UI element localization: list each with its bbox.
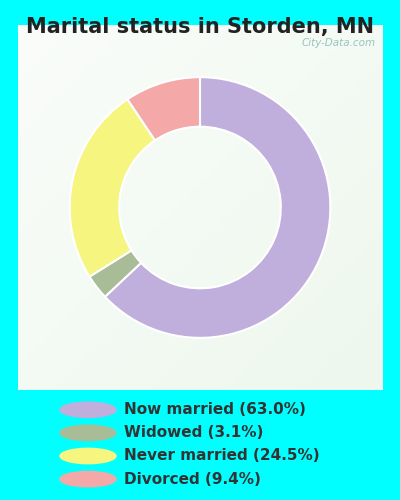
Wedge shape [128, 77, 200, 140]
Text: Widowed (3.1%): Widowed (3.1%) [124, 426, 263, 440]
Circle shape [60, 425, 116, 440]
Text: City-Data.com: City-Data.com [302, 38, 376, 48]
Wedge shape [70, 99, 155, 276]
Wedge shape [105, 77, 330, 338]
Circle shape [60, 448, 116, 464]
Wedge shape [90, 250, 141, 296]
Text: Marital status in Storden, MN: Marital status in Storden, MN [26, 18, 374, 38]
Text: Never married (24.5%): Never married (24.5%) [124, 448, 320, 464]
Circle shape [60, 402, 116, 417]
Text: Now married (63.0%): Now married (63.0%) [124, 402, 306, 417]
Text: Divorced (9.4%): Divorced (9.4%) [124, 472, 261, 486]
Circle shape [60, 472, 116, 487]
